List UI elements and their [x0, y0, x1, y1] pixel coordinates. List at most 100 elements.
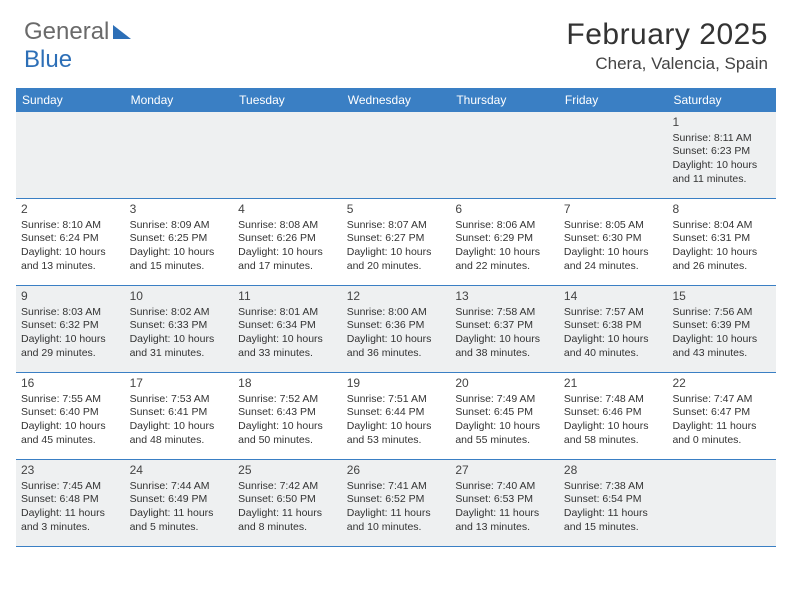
day-detail: Sunset: 6:30 PM [564, 232, 663, 246]
day-detail: Daylight: 11 hours and 13 minutes. [455, 507, 554, 534]
dow-cell: Thursday [450, 88, 559, 112]
dow-cell: Saturday [667, 88, 776, 112]
day-number: 14 [564, 289, 663, 305]
day-cell: 10Sunrise: 8:02 AMSunset: 6:33 PMDayligh… [125, 286, 234, 372]
day-cell: 20Sunrise: 7:49 AMSunset: 6:45 PMDayligh… [450, 373, 559, 459]
dow-cell: Tuesday [233, 88, 342, 112]
day-detail: Daylight: 10 hours and 24 minutes. [564, 246, 663, 273]
day-detail: Sunrise: 8:07 AM [347, 219, 446, 233]
day-number: 21 [564, 376, 663, 392]
day-cell: 17Sunrise: 7:53 AMSunset: 6:41 PMDayligh… [125, 373, 234, 459]
day-detail: Sunrise: 8:05 AM [564, 219, 663, 233]
day-cell: 3Sunrise: 8:09 AMSunset: 6:25 PMDaylight… [125, 199, 234, 285]
day-cell [342, 112, 451, 198]
day-number: 1 [672, 115, 771, 131]
day-detail: Sunrise: 7:56 AM [672, 306, 771, 320]
day-cell: 16Sunrise: 7:55 AMSunset: 6:40 PMDayligh… [16, 373, 125, 459]
day-detail: Sunrise: 7:52 AM [238, 393, 337, 407]
day-detail: Sunrise: 7:42 AM [238, 480, 337, 494]
day-detail: Sunset: 6:32 PM [21, 319, 120, 333]
day-detail: Sunset: 6:43 PM [238, 406, 337, 420]
day-detail: Sunset: 6:41 PM [130, 406, 229, 420]
day-number: 27 [455, 463, 554, 479]
day-detail: Daylight: 10 hours and 33 minutes. [238, 333, 337, 360]
day-number: 15 [672, 289, 771, 305]
day-detail: Daylight: 10 hours and 55 minutes. [455, 420, 554, 447]
day-cell: 7Sunrise: 8:05 AMSunset: 6:30 PMDaylight… [559, 199, 668, 285]
day-detail: Sunset: 6:33 PM [130, 319, 229, 333]
week-row: 9Sunrise: 8:03 AMSunset: 6:32 PMDaylight… [16, 286, 776, 373]
day-detail: Sunset: 6:53 PM [455, 493, 554, 507]
day-detail: Daylight: 10 hours and 29 minutes. [21, 333, 120, 360]
day-detail: Sunset: 6:52 PM [347, 493, 446, 507]
day-cell: 8Sunrise: 8:04 AMSunset: 6:31 PMDaylight… [667, 199, 776, 285]
day-cell: 2Sunrise: 8:10 AMSunset: 6:24 PMDaylight… [16, 199, 125, 285]
day-number: 22 [672, 376, 771, 392]
day-cell: 28Sunrise: 7:38 AMSunset: 6:54 PMDayligh… [559, 460, 668, 546]
day-detail: Sunset: 6:23 PM [672, 145, 771, 159]
header: General February 2025 Chera, Valencia, S… [0, 0, 792, 80]
day-cell: 14Sunrise: 7:57 AMSunset: 6:38 PMDayligh… [559, 286, 668, 372]
day-cell: 27Sunrise: 7:40 AMSunset: 6:53 PMDayligh… [450, 460, 559, 546]
day-number: 11 [238, 289, 337, 305]
day-detail: Sunrise: 8:11 AM [672, 132, 771, 146]
day-detail: Sunrise: 8:08 AM [238, 219, 337, 233]
day-detail: Daylight: 10 hours and 15 minutes. [130, 246, 229, 273]
day-detail: Daylight: 10 hours and 48 minutes. [130, 420, 229, 447]
title-block: February 2025 Chera, Valencia, Spain [566, 18, 768, 74]
day-cell [559, 112, 668, 198]
day-detail: Daylight: 10 hours and 31 minutes. [130, 333, 229, 360]
day-detail: Sunrise: 7:49 AM [455, 393, 554, 407]
dow-row: SundayMondayTuesdayWednesdayThursdayFrid… [16, 88, 776, 112]
day-detail: Sunrise: 7:51 AM [347, 393, 446, 407]
day-number: 5 [347, 202, 446, 218]
day-detail: Sunrise: 7:45 AM [21, 480, 120, 494]
day-number: 6 [455, 202, 554, 218]
week-row: 23Sunrise: 7:45 AMSunset: 6:48 PMDayligh… [16, 460, 776, 547]
day-cell: 13Sunrise: 7:58 AMSunset: 6:37 PMDayligh… [450, 286, 559, 372]
day-detail: Daylight: 10 hours and 11 minutes. [672, 159, 771, 186]
day-detail: Sunset: 6:40 PM [21, 406, 120, 420]
day-cell: 18Sunrise: 7:52 AMSunset: 6:43 PMDayligh… [233, 373, 342, 459]
day-cell: 24Sunrise: 7:44 AMSunset: 6:49 PMDayligh… [125, 460, 234, 546]
day-number: 8 [672, 202, 771, 218]
day-detail: Sunrise: 8:00 AM [347, 306, 446, 320]
day-detail: Sunrise: 7:48 AM [564, 393, 663, 407]
day-detail: Daylight: 11 hours and 5 minutes. [130, 507, 229, 534]
day-detail: Sunrise: 7:55 AM [21, 393, 120, 407]
day-cell: 6Sunrise: 8:06 AMSunset: 6:29 PMDaylight… [450, 199, 559, 285]
day-number: 25 [238, 463, 337, 479]
day-detail: Daylight: 11 hours and 15 minutes. [564, 507, 663, 534]
day-detail: Sunrise: 7:40 AM [455, 480, 554, 494]
logo-blue: Blue [24, 46, 72, 73]
day-detail: Sunset: 6:26 PM [238, 232, 337, 246]
day-number: 3 [130, 202, 229, 218]
weeks-container: 1Sunrise: 8:11 AMSunset: 6:23 PMDaylight… [16, 112, 776, 547]
day-detail: Daylight: 10 hours and 50 minutes. [238, 420, 337, 447]
day-cell [667, 460, 776, 546]
day-cell: 5Sunrise: 8:07 AMSunset: 6:27 PMDaylight… [342, 199, 451, 285]
day-detail: Daylight: 10 hours and 40 minutes. [564, 333, 663, 360]
day-number: 23 [21, 463, 120, 479]
day-detail: Sunset: 6:49 PM [130, 493, 229, 507]
day-number: 24 [130, 463, 229, 479]
day-detail: Sunrise: 7:44 AM [130, 480, 229, 494]
day-detail: Sunrise: 8:04 AM [672, 219, 771, 233]
day-number: 4 [238, 202, 337, 218]
day-detail: Sunset: 6:29 PM [455, 232, 554, 246]
day-detail: Sunrise: 8:01 AM [238, 306, 337, 320]
day-detail: Daylight: 11 hours and 8 minutes. [238, 507, 337, 534]
day-detail: Sunrise: 7:57 AM [564, 306, 663, 320]
day-cell [125, 112, 234, 198]
day-detail: Daylight: 10 hours and 38 minutes. [455, 333, 554, 360]
day-cell: 4Sunrise: 8:08 AMSunset: 6:26 PMDaylight… [233, 199, 342, 285]
day-detail: Sunrise: 8:10 AM [21, 219, 120, 233]
day-number: 28 [564, 463, 663, 479]
day-detail: Daylight: 11 hours and 0 minutes. [672, 420, 771, 447]
day-detail: Sunrise: 7:53 AM [130, 393, 229, 407]
week-row: 16Sunrise: 7:55 AMSunset: 6:40 PMDayligh… [16, 373, 776, 460]
day-cell: 25Sunrise: 7:42 AMSunset: 6:50 PMDayligh… [233, 460, 342, 546]
day-detail: Sunset: 6:54 PM [564, 493, 663, 507]
dow-cell: Monday [125, 88, 234, 112]
day-detail: Daylight: 11 hours and 10 minutes. [347, 507, 446, 534]
